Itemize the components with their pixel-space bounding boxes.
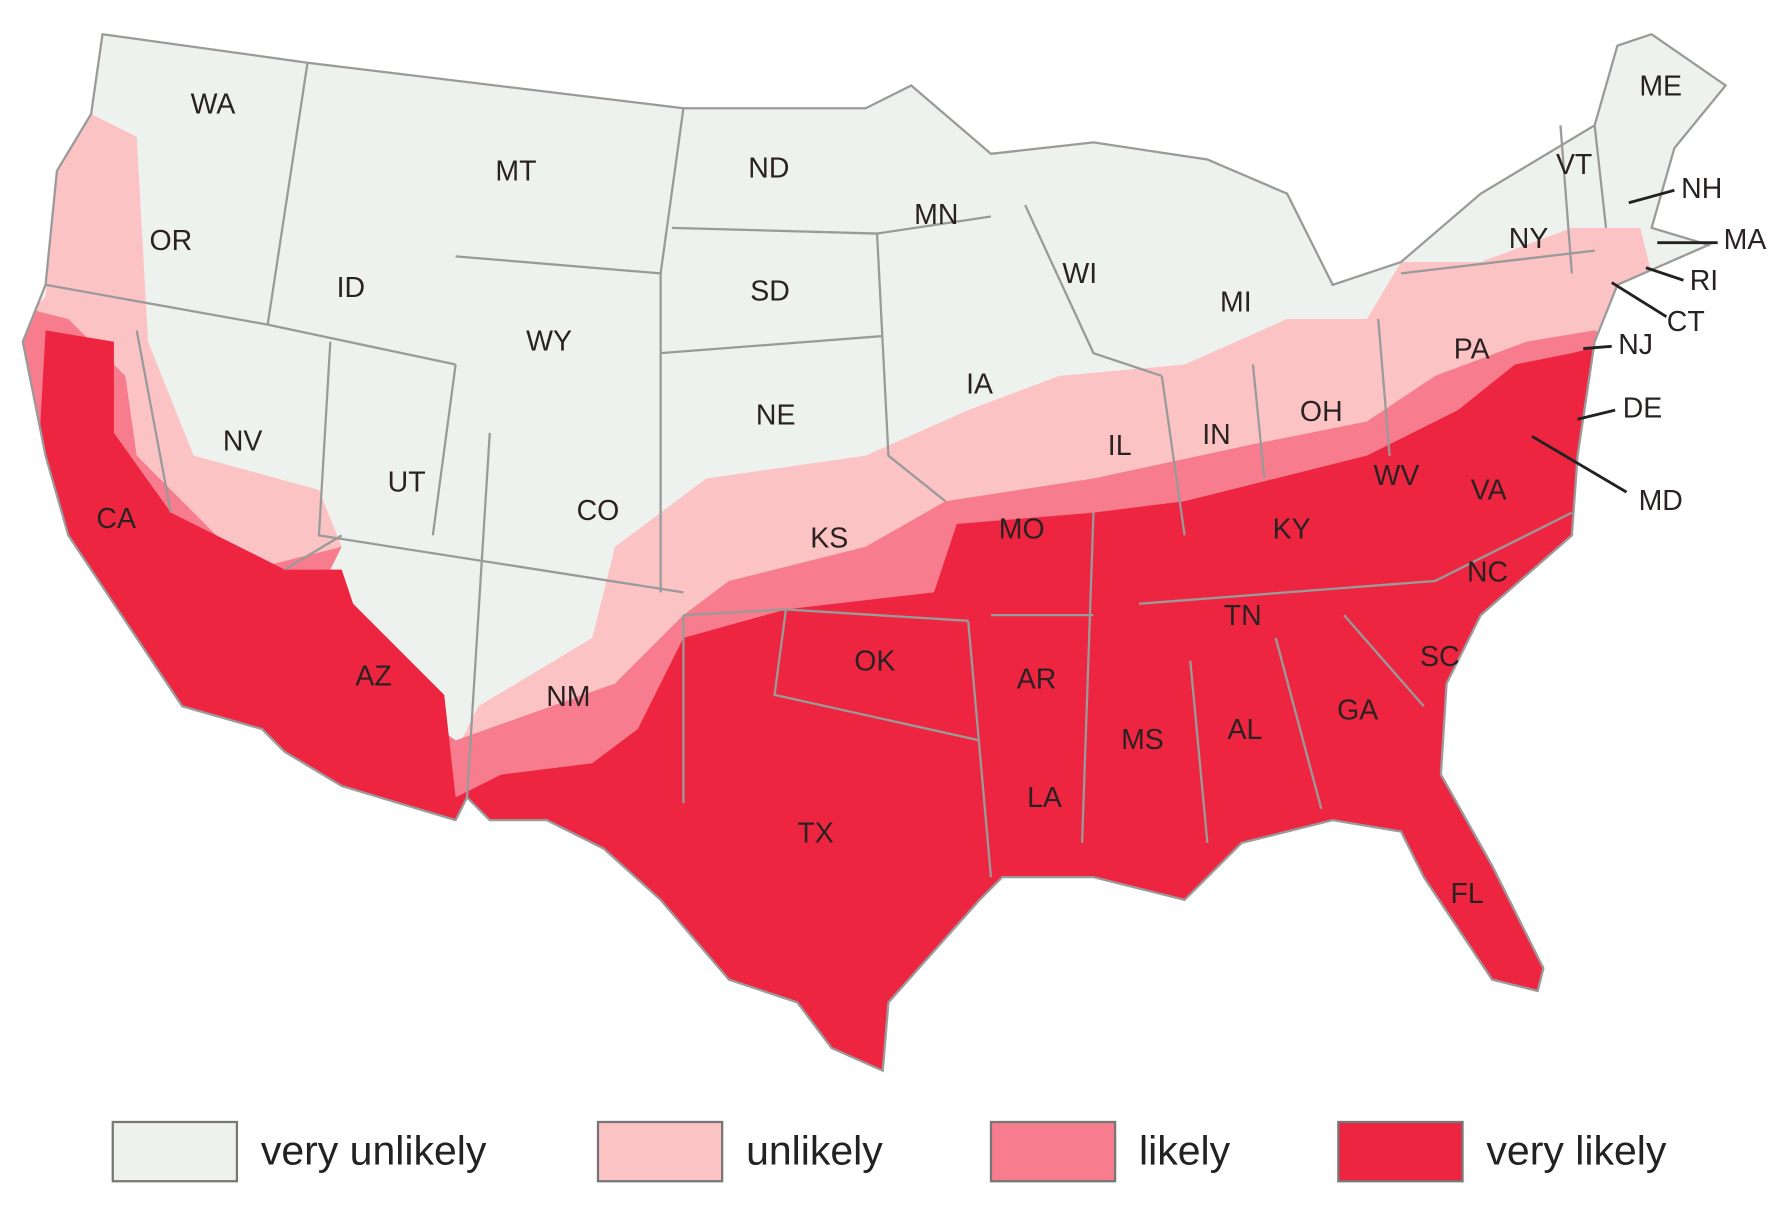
state-label: CO: [577, 495, 620, 527]
legend-label: likely: [1139, 1128, 1231, 1174]
state-label: IA: [966, 369, 993, 401]
state-label: DE: [1623, 393, 1663, 425]
legend-label: very unlikely: [261, 1128, 487, 1174]
state-label: CA: [96, 503, 136, 535]
state-label: NJ: [1618, 329, 1653, 361]
state-label: MA: [1724, 224, 1767, 256]
state-label: RI: [1690, 265, 1718, 297]
legend-swatch: [596, 1120, 724, 1183]
state-label: IN: [1202, 419, 1230, 451]
state-label: VT: [1556, 149, 1592, 181]
legend-swatch: [989, 1120, 1117, 1183]
state-label: WA: [191, 88, 236, 120]
state-label: AR: [1017, 664, 1057, 696]
state-label: UT: [388, 467, 426, 499]
state-label: ND: [748, 152, 789, 184]
state-label: KS: [810, 522, 848, 554]
state-labels: WA OR CA ID NV MT WY UT AZ CO NM ND SD NE KS OK TX MN IA MO…: [96, 70, 1766, 910]
state-label: SC: [1420, 641, 1460, 673]
state-label: NY: [1509, 223, 1549, 255]
state-label: NC: [1467, 557, 1508, 589]
state-label: LA: [1027, 782, 1062, 814]
state-label: ME: [1639, 70, 1682, 102]
state-label: TN: [1224, 600, 1262, 632]
state-label: MN: [914, 199, 958, 231]
state-borders: [21, 33, 1727, 1072]
legend-swatch: [111, 1120, 239, 1183]
state-label: NE: [756, 399, 796, 431]
state-label: WY: [526, 325, 572, 357]
state-label: GA: [1337, 694, 1378, 726]
state-label: OR: [150, 225, 193, 257]
state-label: SD: [750, 275, 790, 307]
state-label: WV: [1374, 460, 1420, 492]
state-label: FL: [1450, 878, 1483, 910]
state-label: MS: [1121, 724, 1164, 756]
state-label: OK: [854, 645, 895, 677]
state-label: MO: [999, 513, 1045, 545]
state-label: KY: [1273, 513, 1311, 545]
state-label: WI: [1062, 258, 1097, 290]
state-label: AZ: [355, 660, 391, 692]
state-label: NV: [223, 426, 263, 458]
legend-label: very likely: [1486, 1128, 1666, 1174]
legend-label: unlikely: [746, 1128, 883, 1174]
legend-swatch: [1337, 1120, 1464, 1183]
state-label: TX: [797, 817, 833, 849]
state-label: MI: [1220, 287, 1252, 319]
state-label: NM: [546, 681, 590, 713]
state-label: ID: [337, 272, 365, 304]
legend: very unlikely unlikely likely very likely: [111, 1120, 1667, 1183]
state-label: MT: [495, 156, 536, 188]
leader-lines: [1531, 188, 1718, 494]
state-label: PA: [1454, 333, 1490, 365]
state-label: MD: [1639, 485, 1683, 517]
state-label: AL: [1228, 714, 1263, 746]
state-label: OH: [1300, 396, 1343, 428]
state-label: NH: [1681, 173, 1722, 205]
state-label: CT: [1667, 306, 1705, 338]
state-label: VA: [1471, 475, 1507, 507]
state-label: IL: [1108, 430, 1132, 462]
